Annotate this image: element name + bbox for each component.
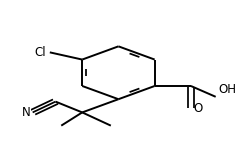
Text: O: O <box>194 102 203 115</box>
Text: Cl: Cl <box>34 46 46 59</box>
Text: N: N <box>22 106 31 119</box>
Text: OH: OH <box>218 83 237 96</box>
